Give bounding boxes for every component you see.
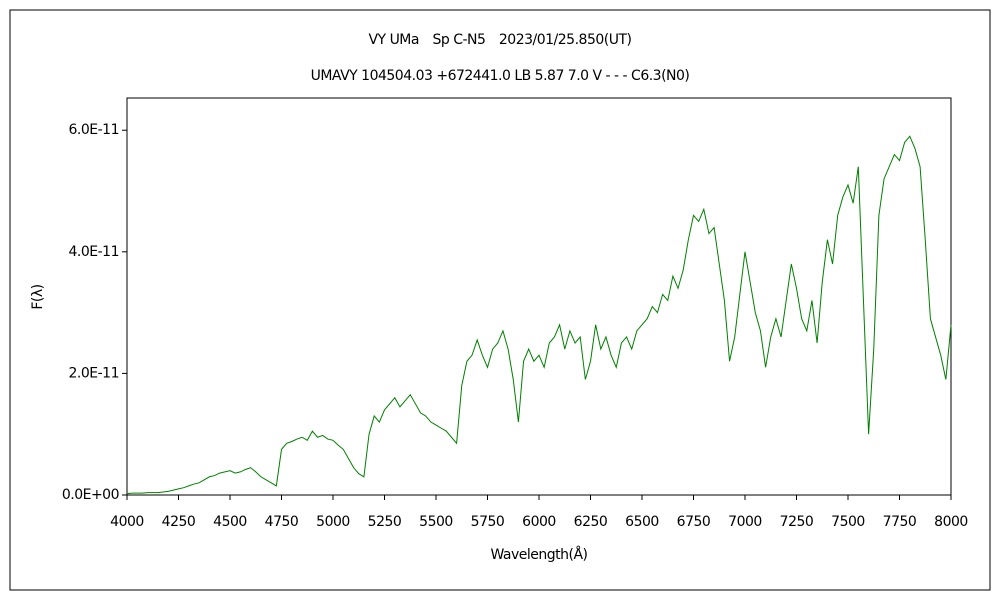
x-tick-label: 6500 — [625, 514, 659, 530]
x-tick-label: 4000 — [110, 514, 144, 530]
x-tick-label: 5000 — [316, 514, 350, 530]
x-tick-label: 6250 — [574, 514, 608, 530]
y-tick-label: 6.0E-11 — [69, 122, 119, 138]
y-tick-label: 2.0E-11 — [69, 365, 119, 381]
x-tick-label: 4250 — [162, 514, 196, 530]
y-axis-label: F(λ) — [30, 284, 46, 309]
x-tick-label: 7000 — [728, 514, 762, 530]
x-axis-label: Wavelength(Å) — [490, 546, 587, 563]
spectrum-line — [126, 135, 952, 495]
x-tick-label: 4750 — [265, 514, 299, 530]
x-tick-label: 7750 — [883, 514, 917, 530]
x-tick-label: 8000 — [934, 514, 968, 530]
chart-frame — [9, 9, 991, 591]
chart-subtitle: UMAVY 104504.03 +672441.0 LB 5.87 7.0 V … — [311, 68, 690, 84]
x-tick-label: 6000 — [522, 514, 556, 530]
x-tick-label: 5750 — [471, 514, 505, 530]
chart-title: VY UMa Sp C-N5 2023/01/25.850(UT) — [368, 32, 631, 48]
y-tick-label: 0.0E+00 — [62, 487, 119, 503]
y-tick-label: 4.0E-11 — [69, 244, 119, 260]
x-tick-label: 5500 — [419, 514, 453, 530]
x-tick-label: 5250 — [368, 514, 402, 530]
x-tick-label: 6750 — [677, 514, 711, 530]
x-tick-label: 4500 — [213, 514, 247, 530]
x-tick-label: 7500 — [831, 514, 865, 530]
x-tick-label: 7250 — [780, 514, 814, 530]
